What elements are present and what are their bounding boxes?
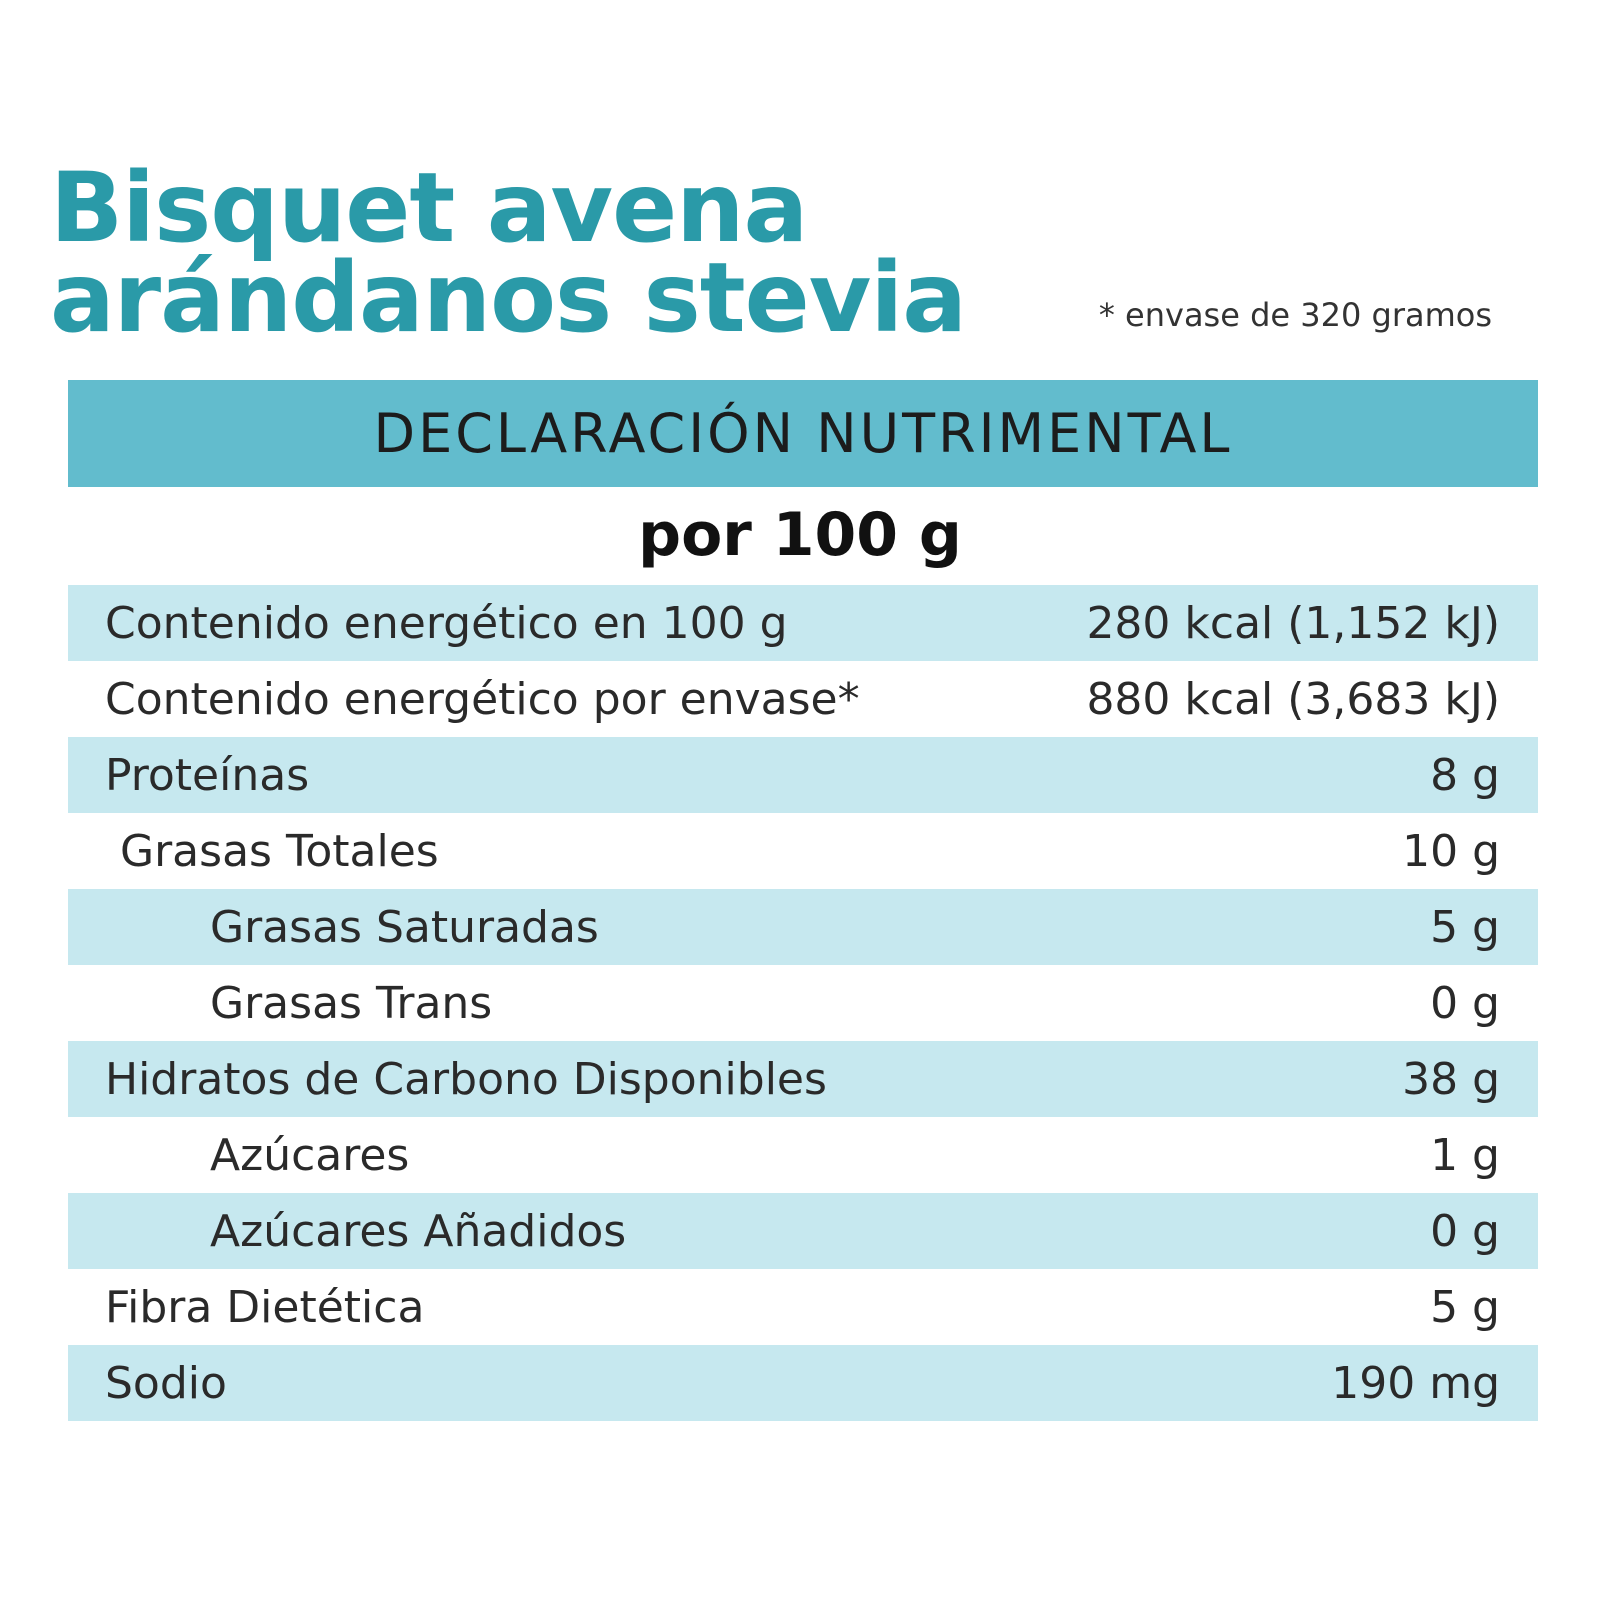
- amount: 280 kcal (1,152 kJ): [1086, 597, 1500, 649]
- amount: 5 g: [1430, 1281, 1500, 1333]
- amount: 38 g: [1402, 1053, 1500, 1105]
- table-header: DECLARACIÓN NUTRIMENTAL: [68, 380, 1538, 487]
- footnote: * envase de 320 gramos: [1098, 296, 1492, 334]
- amount: 0 g: [1430, 977, 1500, 1029]
- amount: 1 g: [1430, 1129, 1500, 1181]
- nutrient: Contenido energético en 100 g: [105, 597, 788, 649]
- row: Contenido energético por envase* 880 kcal…: [68, 661, 1538, 737]
- nutrient: Grasas Saturadas: [210, 901, 599, 953]
- row: Grasas Trans 0 g: [68, 965, 1538, 1041]
- row: Azúcares Añadidos 0 g: [68, 1193, 1538, 1269]
- table-title: DECLARACIÓN NUTRIMENTAL: [373, 402, 1233, 465]
- row: Contenido energético en 100 g 280 kcal (1…: [68, 585, 1538, 661]
- amount: 5 g: [1430, 901, 1500, 953]
- nutrient: Azúcares Añadidos: [210, 1205, 627, 1257]
- row: Grasas Saturadas 5 g: [68, 889, 1538, 965]
- row: Azúcares 1 g: [68, 1117, 1538, 1193]
- nutrient: Contenido energético por envase*: [105, 673, 860, 725]
- table-subtitle: por 100 g: [638, 500, 962, 570]
- nutrient: Grasas Totales: [120, 825, 439, 877]
- product-title: Bisquet avena: [50, 152, 808, 264]
- amount: 880 kcal (3,683 kJ): [1086, 673, 1500, 725]
- amount: 0 g: [1430, 1205, 1500, 1257]
- nutrient: Hidratos de Carbono Disponibles: [105, 1053, 827, 1105]
- row: Grasas Totales 10 g: [68, 813, 1538, 889]
- product-title: arándanos stevia: [50, 242, 967, 354]
- row: Sodio 190 mg: [68, 1345, 1538, 1421]
- row: Fibra Dietética 5 g: [68, 1269, 1538, 1345]
- amount: 190 mg: [1331, 1357, 1500, 1409]
- amount: 10 g: [1402, 825, 1500, 877]
- amount: 8 g: [1430, 749, 1500, 801]
- row: Hidratos de Carbono Disponibles 38 g: [68, 1041, 1538, 1117]
- row: Proteínas 8 g: [68, 737, 1538, 813]
- nutrient: Sodio: [105, 1357, 227, 1409]
- nutrient: Proteínas: [105, 749, 310, 801]
- nutrient: Fibra Dietética: [105, 1281, 425, 1333]
- nutrient: Azúcares: [210, 1129, 410, 1181]
- nutrient: Grasas Trans: [210, 977, 493, 1029]
